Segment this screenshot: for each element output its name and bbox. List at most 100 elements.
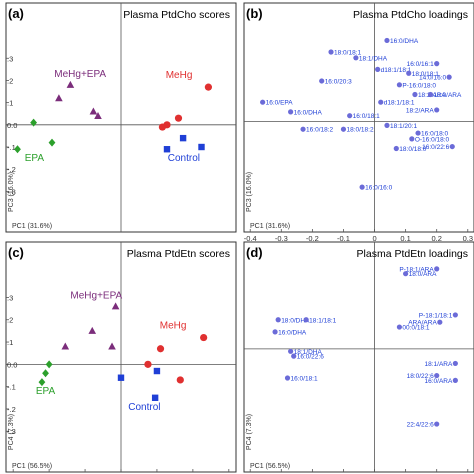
loading-point <box>260 99 266 105</box>
loading-point <box>437 319 443 325</box>
loading-label: P-18:1/18:1 <box>419 312 453 319</box>
epa-point <box>48 138 56 147</box>
loading-label: 18:0/22:6 <box>407 373 434 380</box>
loading-point <box>449 143 455 150</box>
control-point <box>163 146 171 153</box>
group-label-mehg-epa: MeHg+EPA <box>70 290 122 301</box>
loading-label: 16:0/DHA <box>390 38 419 45</box>
mehg-epa-point <box>89 107 98 115</box>
loading-label: 14:0/16:0 <box>419 75 446 82</box>
loading-point <box>434 61 440 67</box>
mehg-point <box>158 123 166 131</box>
panel-title: Plasma PtdEtn scores <box>127 248 230 260</box>
mehg-epa-point <box>111 302 120 310</box>
panel-frame <box>243 241 474 473</box>
x-tick-label: 0.1 <box>400 234 410 243</box>
y-tick-label: -.1 <box>7 143 16 152</box>
loading-label: P-18:1/ARA <box>399 266 434 273</box>
panel-d: (d)Plasma PtdEtn loadings-0.4-0.3-0.2-0.… <box>243 241 474 473</box>
mehg-epa-point <box>108 342 116 350</box>
y-tick-label: -.1 <box>7 383 16 392</box>
loading-label: 00:0/18:1 <box>402 325 429 332</box>
y-tick-label: .3 <box>7 54 13 63</box>
loading-point <box>434 421 440 427</box>
x-tick-label: -0.3 <box>275 234 288 243</box>
loading-point <box>446 74 452 80</box>
x-tick-label: 0.2 <box>431 234 441 243</box>
panel-label: (b) <box>246 6 263 21</box>
loading-label: 16:0/18:1 <box>353 113 380 120</box>
loading-label: 16:0/22:6 <box>422 144 449 151</box>
y-tick-label: .3 <box>7 293 13 302</box>
loading-point <box>412 91 418 98</box>
loading-point <box>452 312 458 318</box>
loading-label: 16:0/20:3 <box>325 78 352 85</box>
loading-point <box>359 184 365 190</box>
epa-point <box>42 369 49 378</box>
epa-point <box>38 378 46 387</box>
x-axis-label: PC1 (56.5%) <box>12 463 52 470</box>
control-point <box>153 367 161 375</box>
loading-label: 18:1/20:1 <box>390 123 417 130</box>
panel-label: (a) <box>8 6 24 21</box>
mehg-point <box>204 83 212 91</box>
panel-label: (c) <box>8 245 24 260</box>
loading-label: P-16:0/18:0 <box>402 82 436 89</box>
loading-point <box>427 91 434 98</box>
loading-point <box>434 266 440 272</box>
loading-point <box>384 37 390 44</box>
loading-label: 18:0/18:1 <box>334 50 361 57</box>
x-axis-label: PC1 (31.6%) <box>250 223 290 230</box>
loading-point <box>272 329 278 335</box>
y-axis-label: PC3 (16.0%) <box>8 172 15 212</box>
loading-point <box>452 360 458 367</box>
group-label-mehg-epa: MeHg+EPA <box>54 69 106 80</box>
y-axis-label: PC4 (7.3%) <box>8 414 15 450</box>
x-tick-label: -0.4 <box>244 234 257 243</box>
group-label-epa: EPA <box>25 153 45 164</box>
x-axis-label: PC1 (31.6%) <box>12 223 52 230</box>
loading-label: 18:0/18:1 <box>412 71 439 78</box>
y-tick-label: -.2 <box>7 165 16 174</box>
loading-point <box>347 113 353 119</box>
loading-point <box>328 49 334 55</box>
group-label-control: Control <box>128 402 160 413</box>
loading-label: 18:1/18:1 <box>309 317 336 324</box>
group-label-epa: EPA <box>36 386 56 397</box>
mehg-epa-point <box>61 342 70 350</box>
loading-label: 18:0/18:0 <box>399 146 426 153</box>
loading-label: 16:0/22:6 <box>297 354 324 361</box>
y-tick-label: 0.0 <box>7 121 17 130</box>
loading-point <box>300 126 306 132</box>
group-label-mehg: MeHg <box>160 321 187 332</box>
y-tick-label: .1 <box>7 99 13 108</box>
loading-label: 18:2/ARA <box>406 107 434 114</box>
y-tick-label: .2 <box>7 76 13 85</box>
loading-point <box>452 377 458 383</box>
loading-point <box>406 70 412 76</box>
loading-point <box>303 317 309 323</box>
loading-label: 18:0/ARA <box>409 271 437 278</box>
control-point <box>198 143 205 151</box>
loading-point <box>434 372 440 379</box>
loading-point <box>434 107 440 113</box>
epa-point <box>30 118 37 127</box>
loading-label: O-16:0/18:0 <box>415 136 450 143</box>
loading-label: 18:1/ARA <box>425 361 453 368</box>
control-point <box>179 134 187 142</box>
loading-label: 18:0/ARA <box>433 92 461 99</box>
loading-label: 16:0/DHA <box>294 109 323 116</box>
x-axis-label: PC1 (56.5%) <box>250 463 290 470</box>
loading-label: 18:1/DHA <box>294 349 323 356</box>
loading-point <box>393 145 399 152</box>
loading-label: 16:0/ARA <box>425 378 453 385</box>
mehg-point <box>156 345 165 353</box>
loading-point <box>384 122 390 128</box>
mehg-point <box>144 360 152 368</box>
mehg-point <box>200 333 208 342</box>
y-tick-label: -.3 <box>7 187 16 196</box>
loading-point <box>288 348 294 354</box>
loading-label: 16:0/DHA <box>278 329 307 336</box>
loading-label: 16:0/16:0 <box>365 185 392 192</box>
loading-point <box>396 324 403 330</box>
